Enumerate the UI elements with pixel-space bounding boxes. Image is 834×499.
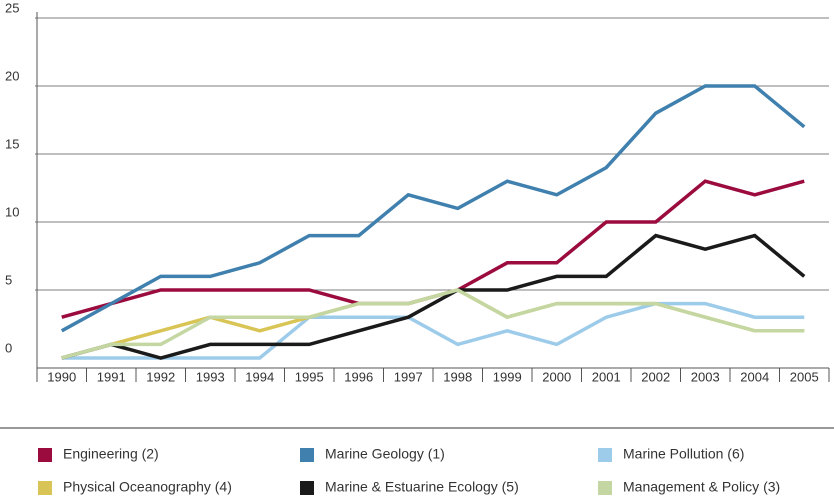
series-line (61, 288, 805, 360)
legend-swatch (598, 448, 612, 462)
x-tick-label: 1990 (47, 369, 76, 384)
x-tick-label: 1996 (344, 369, 373, 384)
x-tick-label: 1997 (394, 369, 423, 384)
y-tick-label: 10 (5, 204, 19, 219)
y-tick-label: 25 (5, 0, 19, 15)
x-tick-label: 2002 (641, 369, 670, 384)
legend-label: Management & Policy (3) (623, 479, 780, 495)
x-tick-label: 2004 (740, 369, 769, 384)
x-tick-label: 1995 (295, 369, 324, 384)
legend-swatch (598, 481, 612, 495)
x-tick-label: 2005 (790, 369, 819, 384)
series-line (60, 84, 806, 333)
legend-label: Physical Oceanography (4) (63, 479, 232, 495)
x-tick-label: 1993 (196, 369, 225, 384)
x-tick-label: 1992 (146, 369, 175, 384)
series-line (61, 301, 805, 360)
legend-swatch (38, 448, 52, 462)
legend-swatch (300, 481, 314, 495)
y-tick-label: 20 (5, 68, 19, 83)
legend-swatch (300, 448, 314, 462)
x-tick-label: 1999 (493, 369, 522, 384)
y-tick-label: 15 (5, 136, 19, 151)
x-tick-label: 2000 (542, 369, 571, 384)
x-tick-label: 2001 (592, 369, 621, 384)
legend-label: Marine Pollution (6) (623, 446, 744, 462)
x-tick-label: 1994 (245, 369, 274, 384)
x-tick-label: 1991 (97, 369, 126, 384)
legend-label: Marine Geology (1) (325, 446, 445, 462)
x-tick-label: 1998 (443, 369, 472, 384)
x-tick-label: 2003 (691, 369, 720, 384)
y-tick-label: 0 (5, 340, 12, 355)
y-tick-label: 5 (5, 272, 12, 287)
legend-swatch (38, 481, 52, 495)
legend-label: Marine & Estuarine Ecology (5) (325, 479, 519, 495)
legend-label: Engineering (2) (63, 446, 159, 462)
series-line (61, 233, 806, 360)
series-line (61, 288, 805, 360)
